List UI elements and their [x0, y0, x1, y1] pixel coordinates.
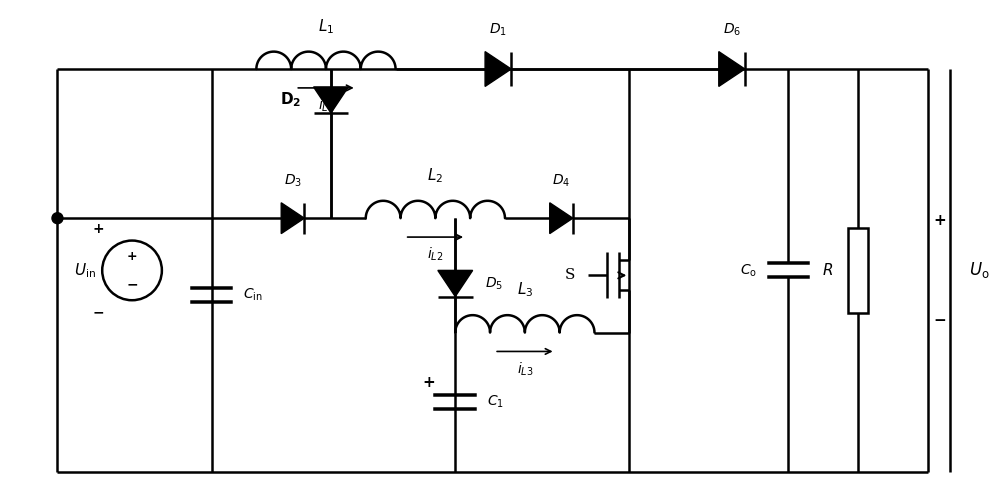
Text: $D_4$: $D_4$	[552, 173, 570, 189]
Text: $L_1$: $L_1$	[318, 17, 334, 36]
Polygon shape	[438, 271, 473, 296]
Bar	[848, 228, 868, 313]
Polygon shape	[550, 203, 573, 233]
Polygon shape	[281, 203, 304, 233]
Text: $D_5$: $D_5$	[485, 275, 503, 292]
Text: +: +	[127, 249, 137, 263]
Text: S: S	[565, 269, 576, 282]
Text: $L_2$: $L_2$	[427, 166, 443, 185]
Polygon shape	[314, 87, 348, 113]
Text: $i_{L2}$: $i_{L2}$	[427, 246, 444, 264]
Text: $U_{\rm in}$: $U_{\rm in}$	[74, 261, 96, 280]
Text: +: +	[933, 213, 946, 228]
Text: $\mathbf{D_2}$: $\mathbf{D_2}$	[280, 91, 302, 109]
Text: −: −	[92, 305, 104, 319]
Text: $D_6$: $D_6$	[723, 21, 741, 38]
Text: $C_{\rm o}$: $C_{\rm o}$	[740, 262, 757, 279]
Text: +: +	[92, 222, 104, 235]
Polygon shape	[719, 52, 745, 87]
Text: $D_3$: $D_3$	[284, 173, 302, 189]
Text: $C_{\rm in}$: $C_{\rm in}$	[243, 287, 263, 303]
Polygon shape	[485, 52, 511, 87]
Text: $R$: $R$	[822, 263, 833, 278]
Circle shape	[52, 213, 63, 224]
Text: +: +	[422, 375, 435, 390]
Text: $D_1$: $D_1$	[489, 21, 507, 38]
Text: −: −	[933, 313, 946, 327]
Text: $L_3$: $L_3$	[517, 281, 533, 299]
Text: $C_1$: $C_1$	[487, 394, 504, 410]
Text: $i_{L3}$: $i_{L3}$	[517, 360, 533, 378]
Text: $U_{\rm o}$: $U_{\rm o}$	[969, 261, 990, 280]
Text: $i_{L1}$: $i_{L1}$	[318, 97, 334, 114]
Text: −: −	[126, 278, 138, 292]
